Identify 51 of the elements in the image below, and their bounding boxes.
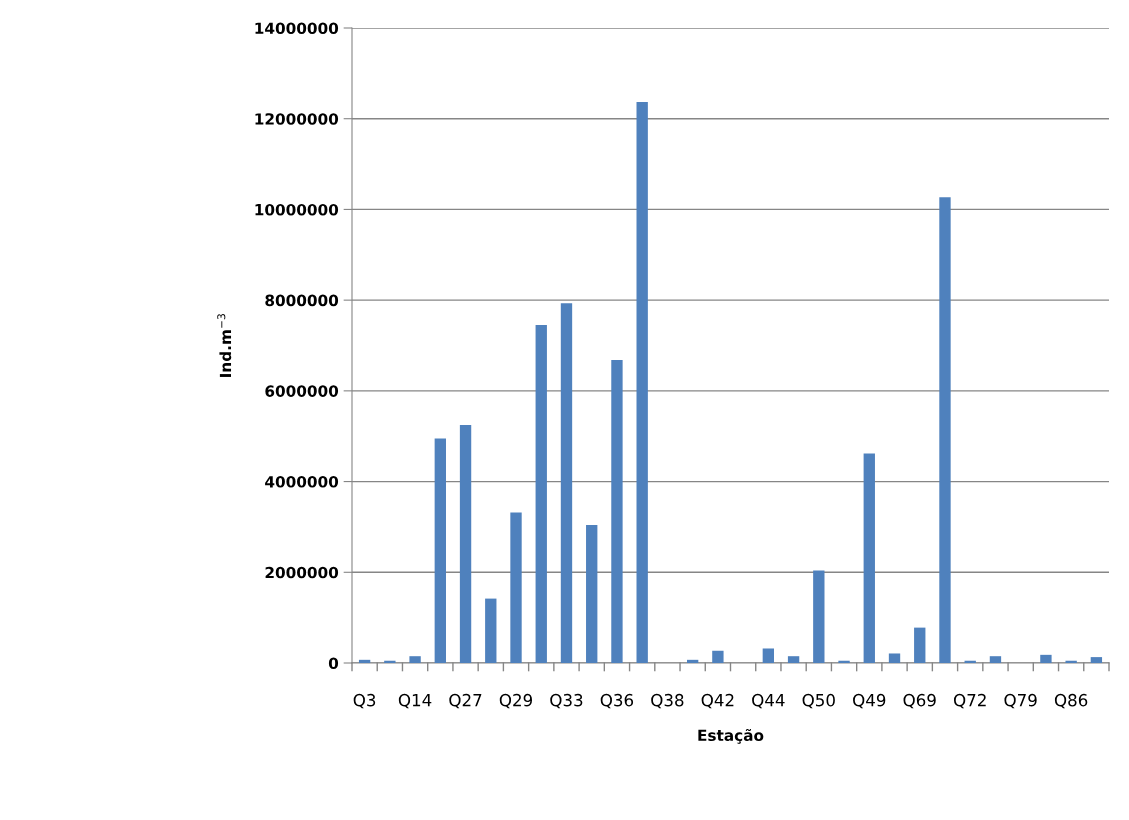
x-tick-label: Q33 (550, 693, 583, 709)
y-tick-label: 8000000 (265, 294, 339, 307)
x-tick-label: Q14 (398, 693, 432, 709)
x-tick-label: Q3 (353, 693, 376, 709)
bar (358, 659, 371, 663)
bar (510, 512, 522, 663)
bar (762, 648, 775, 663)
x-tick-label: Q29 (499, 693, 533, 709)
bar (636, 101, 648, 663)
bar (838, 660, 850, 663)
x-tick-label: Q69 (903, 693, 936, 709)
x-axis-title: Estação (698, 728, 764, 744)
y-tick-label: 2000000 (265, 566, 339, 579)
y-tick-label: 4000000 (265, 476, 339, 488)
bar (384, 660, 396, 663)
bar (939, 197, 951, 663)
bar (1065, 660, 1077, 663)
bar (712, 650, 724, 663)
x-tick-label: Q42 (701, 693, 734, 709)
x-tick-label: Q50 (802, 693, 835, 709)
bar (560, 303, 573, 663)
bar (535, 325, 547, 663)
x-tick-label: Q36 (600, 693, 634, 709)
x-tick-label: Q38 (651, 693, 684, 709)
y-axis-title: Ind.m$^{−3}$ (217, 314, 232, 377)
bar (459, 424, 472, 663)
x-tick-label: Q86 (1054, 693, 1088, 709)
y-tick-label: 10000000 (255, 203, 339, 216)
x-tick-label: Q72 (953, 693, 986, 709)
y-tick-label: 0 (328, 657, 339, 670)
x-tick-label: Q27 (449, 693, 482, 709)
y-tick-label: 12000000 (255, 113, 339, 125)
bar (813, 570, 825, 663)
bar (434, 438, 446, 663)
x-tick-label: Q44 (752, 693, 785, 709)
x-tick-label: Q49 (853, 693, 886, 709)
bar (611, 360, 623, 663)
y-tick-label: 14000000 (255, 22, 339, 35)
bar (485, 598, 497, 663)
bar (409, 656, 421, 663)
bar (686, 659, 699, 663)
bar (914, 627, 926, 663)
bar (989, 656, 1002, 663)
bar (863, 453, 875, 663)
bar (787, 656, 800, 663)
bar (888, 653, 901, 663)
bar (586, 525, 598, 663)
x-tick-label: Q79 (1004, 693, 1037, 709)
bar (1090, 657, 1103, 663)
bar (1040, 654, 1052, 663)
y-tick-label: 6000000 (265, 385, 339, 397)
